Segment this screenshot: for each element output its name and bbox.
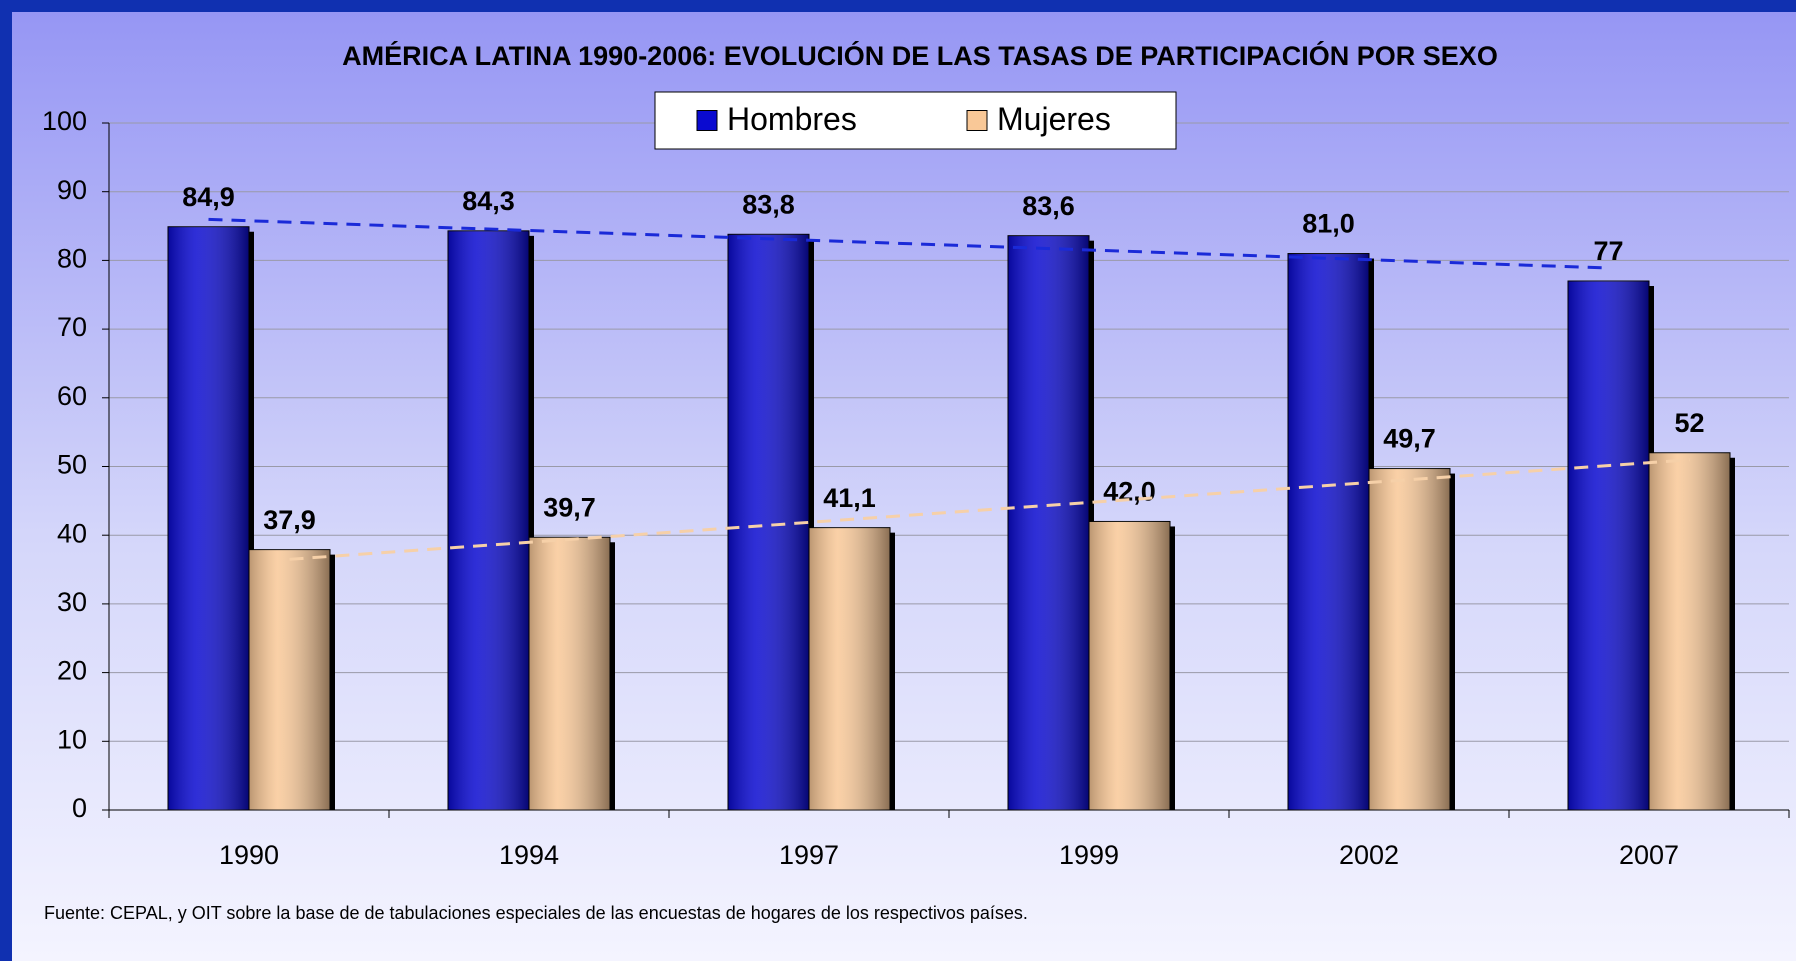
y-tick-label: 40 xyxy=(57,518,87,548)
value-label: 41,1 xyxy=(823,483,876,513)
x-tick-label: 1997 xyxy=(779,840,839,870)
bar-shade xyxy=(448,230,529,810)
bar-shade xyxy=(1089,521,1170,810)
source-note: Fuente: CEPAL, y OIT sobre la base de de… xyxy=(44,903,1028,923)
bar-shade xyxy=(168,226,249,810)
value-label: 83,8 xyxy=(742,189,795,219)
value-label: 84,3 xyxy=(462,186,515,216)
x-tick-label: 1990 xyxy=(219,840,279,870)
trend-line xyxy=(208,217,1609,270)
x-tick-label: 1994 xyxy=(499,840,559,870)
y-tick-label: 10 xyxy=(57,724,87,754)
legend-label: Hombres xyxy=(727,101,857,137)
bar-shade xyxy=(1369,468,1450,810)
value-label: 81,0 xyxy=(1302,209,1355,239)
value-label: 42,0 xyxy=(1103,477,1156,507)
value-label: 39,7 xyxy=(543,492,596,522)
value-label: 83,6 xyxy=(1022,191,1075,221)
value-label: 37,9 xyxy=(263,505,316,535)
legend-label: Mujeres xyxy=(997,101,1111,137)
bar-shade xyxy=(809,527,890,810)
bar-shade xyxy=(1288,253,1369,810)
y-tick-label: 60 xyxy=(57,381,87,411)
bar-shade xyxy=(1568,281,1649,810)
bar-shade xyxy=(1008,235,1089,811)
value-label: 52 xyxy=(1674,408,1704,438)
bar-shade xyxy=(529,537,610,810)
y-tick-label: 90 xyxy=(57,175,87,205)
value-label: 77 xyxy=(1593,236,1623,266)
legend-box xyxy=(654,91,1177,150)
bar-shade xyxy=(1649,452,1730,810)
x-tick-label: 1999 xyxy=(1059,840,1119,870)
chart-title: AMÉRICA LATINA 1990-2006: EVOLUCIÓN DE L… xyxy=(342,40,1498,71)
y-tick-label: 50 xyxy=(57,450,87,480)
x-tick-label: 2007 xyxy=(1619,840,1679,870)
value-label: 84,9 xyxy=(182,182,235,212)
y-tick-label: 80 xyxy=(57,244,87,274)
legend-swatch xyxy=(696,110,718,131)
y-tick-label: 0 xyxy=(72,793,87,823)
x-tick-label: 2002 xyxy=(1339,840,1399,870)
bar-shade xyxy=(249,549,330,810)
y-tick-label: 100 xyxy=(42,106,87,136)
y-tick-label: 20 xyxy=(57,656,87,686)
trend-line xyxy=(289,458,1690,561)
legend-swatch xyxy=(966,110,988,131)
value-label: 49,7 xyxy=(1383,424,1436,454)
y-tick-label: 70 xyxy=(57,312,87,342)
panel xyxy=(12,12,1796,961)
y-tick-label: 30 xyxy=(57,587,87,617)
